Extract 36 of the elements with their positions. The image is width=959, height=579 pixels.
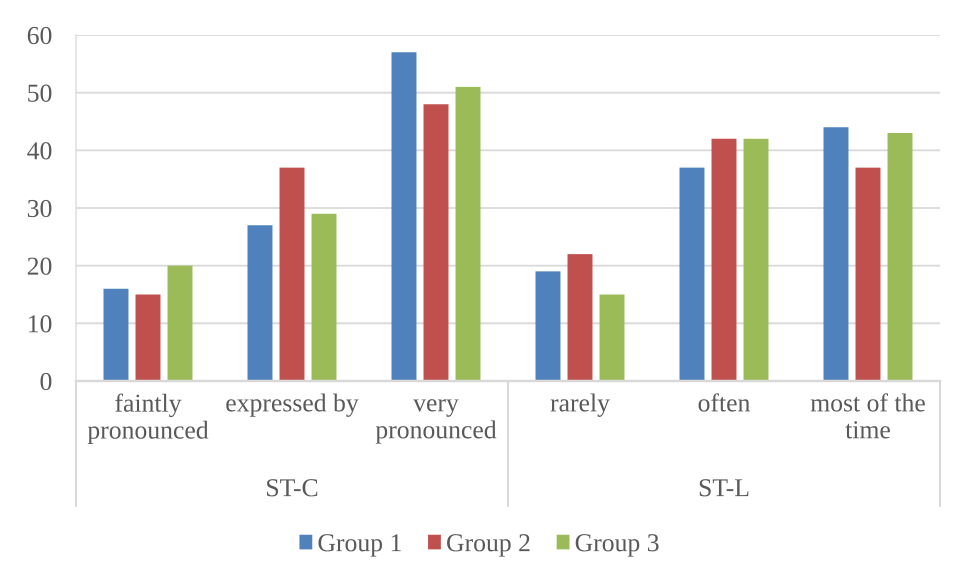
bar <box>424 104 448 381</box>
bar <box>600 294 624 381</box>
bar <box>744 138 768 381</box>
bar <box>856 168 880 381</box>
x-tick-label: faintly pronounced <box>88 394 208 444</box>
bar <box>104 288 128 381</box>
bar <box>136 294 160 381</box>
x-tick-label: most of the time <box>810 393 925 438</box>
y-tick-label: 60 <box>28 26 52 44</box>
text: ST-C <box>267 479 318 496</box>
text: ST-L <box>700 479 748 496</box>
y-tick-label: 20 <box>28 257 52 275</box>
bar <box>712 138 736 381</box>
legend-label: Group 1 <box>318 534 401 557</box>
bar <box>392 52 416 381</box>
y-tick-label: 50 <box>28 84 52 102</box>
bar <box>888 133 912 381</box>
bar <box>456 86 480 381</box>
y-tick-label: 0 <box>40 372 52 390</box>
x-tick-label: expressed by <box>226 394 359 417</box>
x-tick-label: very pronounced <box>376 399 496 444</box>
y-tick-label: 10 <box>28 315 52 332</box>
x-tick-label: rarely <box>550 394 610 417</box>
bar <box>680 168 704 381</box>
y-tick-label: 40 <box>27 142 52 160</box>
bar <box>168 266 192 381</box>
bar <box>824 127 848 381</box>
bar <box>248 225 272 381</box>
bar <box>568 254 592 381</box>
legend-label: Group 2 <box>447 534 530 557</box>
y-tick-label: 30 <box>28 200 52 218</box>
bar <box>280 168 304 381</box>
bar <box>312 214 336 381</box>
legend-label: Group 3 <box>576 534 659 557</box>
bar <box>536 271 560 381</box>
x-tick-label: often <box>698 393 750 412</box>
